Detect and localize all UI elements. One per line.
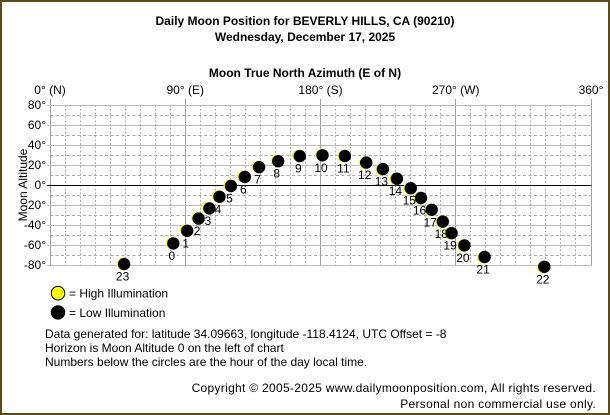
svg-text:15: 15: [403, 194, 417, 208]
svg-text:90° (E): 90° (E): [167, 83, 204, 97]
svg-text:10: 10: [314, 161, 328, 175]
svg-text:6: 6: [240, 183, 247, 197]
svg-text:0° (N): 0° (N): [34, 83, 65, 97]
svg-text:= High Illumination: = High Illumination: [69, 287, 168, 301]
svg-text:1: 1: [182, 236, 189, 250]
svg-text:19: 19: [443, 239, 457, 253]
svg-text:5: 5: [226, 192, 233, 206]
svg-text:4: 4: [215, 202, 222, 216]
svg-text:12: 12: [358, 168, 372, 182]
svg-text:22: 22: [536, 272, 550, 286]
svg-text:2: 2: [194, 224, 201, 238]
svg-text:0: 0: [168, 249, 175, 263]
svg-text:80°: 80°: [28, 98, 46, 112]
svg-text:270° (W): 270° (W): [432, 83, 479, 97]
svg-text:3: 3: [205, 214, 212, 228]
svg-text:20: 20: [456, 251, 470, 265]
svg-text:8: 8: [273, 167, 280, 181]
svg-text:60°: 60°: [28, 118, 46, 132]
svg-text:21: 21: [476, 263, 490, 277]
svg-text:14: 14: [389, 184, 403, 198]
svg-text:7: 7: [254, 173, 261, 187]
svg-text:18: 18: [435, 227, 449, 241]
svg-text:17: 17: [424, 215, 438, 229]
svg-text:11: 11: [337, 162, 350, 176]
svg-text:0°: 0°: [35, 178, 47, 192]
svg-text:360°: 360°: [579, 83, 604, 97]
svg-text:9: 9: [295, 162, 302, 176]
svg-text:20°: 20°: [28, 158, 46, 172]
svg-text:-80°: -80°: [24, 258, 46, 272]
svg-text:= Low Illumination: = Low Illumination: [69, 306, 165, 320]
svg-text:40°: 40°: [28, 138, 46, 152]
svg-text:Moon Altitude: Moon Altitude: [16, 148, 30, 221]
svg-text:180° (S): 180° (S): [298, 83, 342, 97]
svg-text:-40°: -40°: [24, 218, 46, 232]
svg-text:13: 13: [375, 175, 389, 189]
svg-text:-60°: -60°: [24, 238, 46, 252]
svg-text:-20°: -20°: [24, 198, 46, 212]
svg-text:16: 16: [413, 204, 427, 218]
svg-text:23: 23: [116, 270, 130, 284]
